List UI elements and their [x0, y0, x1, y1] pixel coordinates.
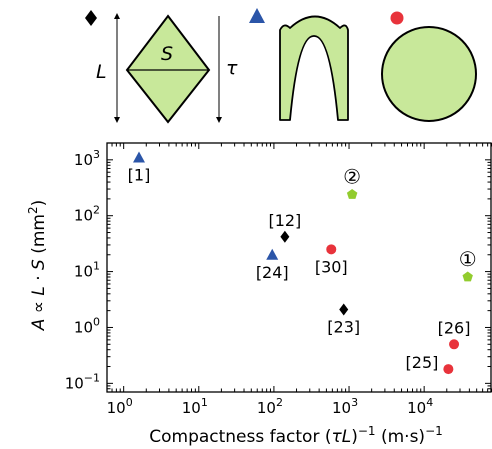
height-label: L — [96, 61, 107, 83]
circle-data-point — [326, 244, 337, 255]
disk-shape — [381, 26, 477, 122]
pentagon-data-point — [346, 189, 358, 199]
point-label: [24] — [256, 263, 289, 282]
area-label: S — [161, 43, 173, 65]
triangle-data-point — [132, 151, 145, 163]
x-tick-label: 104 — [407, 396, 433, 417]
schematic-row: L S τ — [85, 8, 477, 124]
diamond-data-point — [339, 303, 349, 316]
pentagon-data-point — [462, 271, 473, 282]
axis-tick-labels: 100 101 102 103 104 10−1 100 101 102 103 — [65, 148, 434, 417]
point-label: [1] — [128, 166, 151, 185]
circle-marker-icon — [390, 11, 404, 25]
circle-data-point — [443, 364, 454, 375]
time-label: τ — [226, 57, 238, 79]
point-label: ① — [459, 247, 477, 271]
y-tick-label: 101 — [74, 260, 100, 281]
point-label: [12] — [268, 211, 301, 230]
y-tick-label: 102 — [74, 204, 100, 225]
x-tick-label: 100 — [107, 396, 133, 417]
point-label: [30] — [315, 257, 348, 276]
point-label: [25] — [406, 353, 439, 372]
diamond-marker-icon — [85, 10, 97, 26]
x-tick-label: 103 — [332, 396, 358, 417]
point-labels: [1] [24] [12] [23] [30] [26] [25] ② ① — [128, 164, 477, 372]
plot-frame — [106, 142, 492, 393]
diamond-data-point — [280, 230, 290, 243]
x-tick-label: 102 — [257, 396, 283, 417]
circle-data-point — [449, 339, 460, 350]
arch-shape — [279, 15, 349, 121]
triangle-marker-icon — [249, 8, 265, 23]
x-axis-label: Compactness factor (τL)−1 (m·s)−1 — [149, 424, 443, 447]
y-tick-label: 10−1 — [65, 371, 100, 392]
point-label: [23] — [327, 317, 360, 336]
triangle-data-point — [266, 248, 279, 260]
rhombus-shape — [125, 14, 211, 124]
y-axis-label: A ∝ L · S (mm2) — [26, 200, 49, 332]
y-tick-label: 103 — [74, 148, 100, 169]
y-tick-label: 100 — [74, 315, 100, 336]
x-tick-label: 101 — [182, 396, 208, 417]
point-label: ② — [343, 164, 361, 188]
point-label: [26] — [438, 318, 471, 337]
data-markers — [132, 151, 473, 375]
